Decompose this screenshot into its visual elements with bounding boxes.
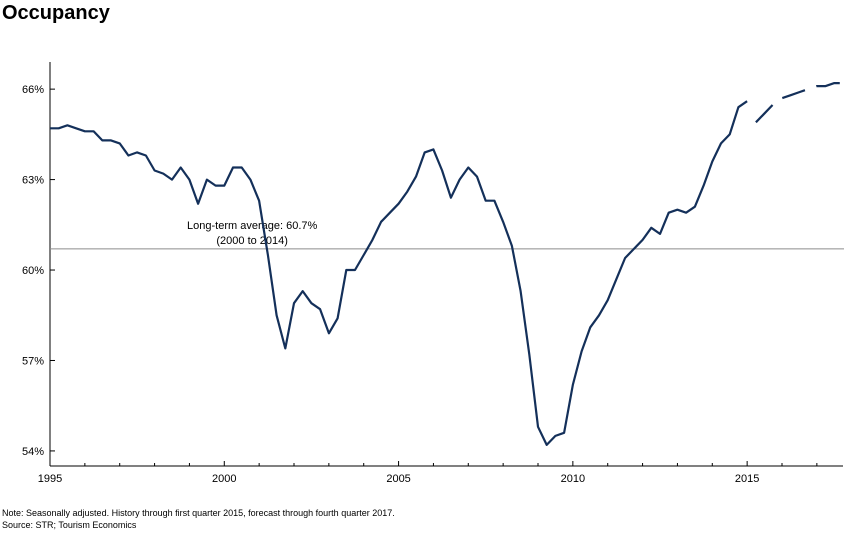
x-tick-label: 1995 (38, 473, 62, 485)
history-series-line (50, 100, 748, 446)
x-tick-label: 2015 (735, 473, 759, 485)
reference-label-period: (2000 to 2014) (216, 235, 288, 247)
x-tick-label: 2010 (561, 473, 585, 485)
forecast-series-line (755, 82, 843, 124)
series-lines (50, 82, 843, 446)
x-tick-label: 2000 (212, 473, 236, 485)
tick-labels: 54% 57% 60% 63% 66% 1995 2000 2005 2010 2015 (22, 84, 759, 485)
y-tick-label: 66% (22, 84, 44, 96)
source-note: Source: STR; Tourism Economics (2, 520, 137, 530)
x-tick-label: 2005 (386, 473, 410, 485)
axes (49, 62, 843, 467)
long-term-average-line: Long-term average: 60.7% (2000 to 2014) (50, 220, 844, 250)
y-tick-label: 63% (22, 175, 44, 187)
chart-title: Occupancy (2, 2, 110, 24)
y-tick-label: 57% (22, 355, 44, 367)
y-tick-label: 60% (22, 265, 44, 277)
reference-label: Long-term average: 60.7% (187, 220, 317, 232)
y-tick-label: 54% (22, 446, 44, 458)
footnote: Note: Seasonally adjusted. History throu… (2, 508, 395, 518)
